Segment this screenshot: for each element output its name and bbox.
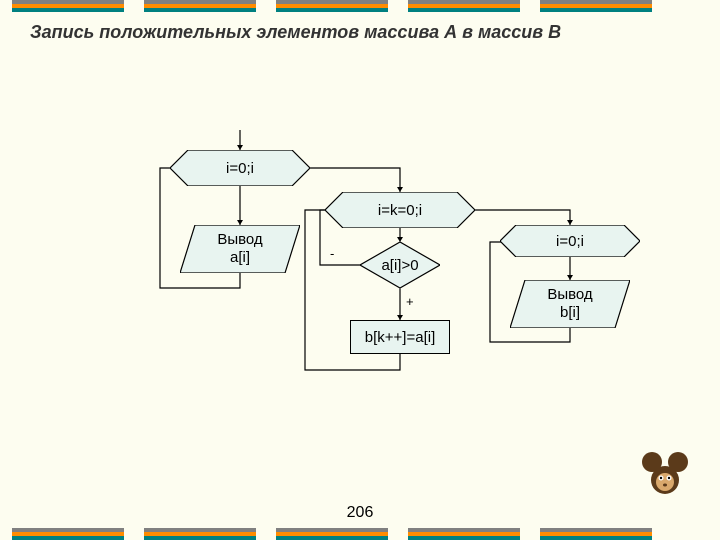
top-stripe-bar <box>0 0 720 12</box>
node-loop1: i=0;i <box>170 150 310 186</box>
node-loop3: i=0;i <box>500 225 640 257</box>
node-cond: a[i]>0 <box>360 242 440 288</box>
flowchart-canvas: + - i=0;i Вывод a[i] i=k=0;i a[i]>0 b[k++]=a[… <box>0 70 720 470</box>
page-title: Запись положительных элементов массива А… <box>0 12 720 43</box>
svg-text:-: - <box>330 246 334 261</box>
page-number: 206 <box>347 504 374 522</box>
node-assign: b[k++]=a[i] <box>350 320 450 354</box>
bottom-stripe-bar <box>0 528 720 540</box>
node-out2: Вывод b[i] <box>510 280 630 328</box>
node-out1: Вывод a[i] <box>180 225 300 273</box>
mascot-icon <box>640 450 690 500</box>
svg-text:+: + <box>406 294 414 309</box>
node-loop2: i=k=0;i <box>325 192 475 228</box>
